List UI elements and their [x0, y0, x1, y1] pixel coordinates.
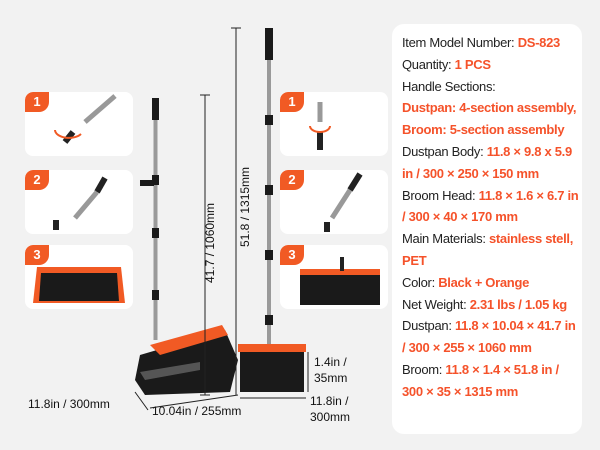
spec-card: Item Model Number: DS-823 Quantity: 1 PCS…: [392, 24, 582, 434]
step-badge: 2: [25, 170, 49, 190]
dimension-lines: [134, 27, 309, 411]
spec-label: Broom:: [402, 361, 446, 377]
step-badge: 2: [280, 170, 304, 190]
spec-label: Item Model Number:: [402, 35, 518, 50]
spec-row: Handle Sections:: [402, 76, 582, 98]
spec-value: 11.8 × 1.4 × 51.8 in / 300 × 35 × 1315 m…: [402, 361, 559, 399]
spec-row: Broom: 11.8 × 1.4 × 51.8 in / 300 × 35 ×…: [402, 359, 582, 403]
spec-value: 1 PCS: [454, 56, 491, 72]
dustpan-step-3: 3: [25, 245, 133, 309]
spec-row: Broom Head: 11.8 × 1.6 × 6.7 in / 300 × …: [402, 185, 582, 229]
broom-height-label: 51.8 / 1315mm: [238, 166, 252, 247]
spec-label: Handle Sections:: [402, 78, 496, 94]
spec-value: Black + Orange: [438, 274, 530, 290]
spec-value: Dustpan: 4-section assembly, Broom: 5-se…: [402, 100, 577, 138]
spec-row: Net Weight: 2.31 lbs / 1.05 kg: [402, 294, 582, 316]
spec-row: Dustpan: 4-section assembly, Broom: 5-se…: [402, 97, 582, 141]
broom-step-3: 3: [280, 245, 388, 309]
dustpan-step-2: 2: [25, 170, 133, 234]
spec-value: 11.8 × 9.8 x 5.9 in / 300 × 250 × 150 mm: [402, 143, 572, 181]
spec-value: stainless stell, PET: [402, 231, 574, 268]
product-illustration: [134, 27, 309, 411]
broom-step-2: 2: [280, 170, 388, 234]
spec-row: Color: Black + Orange: [402, 272, 582, 294]
step-badge: 1: [25, 92, 49, 112]
dustpan-depth-label: 10.04in / 255mm: [152, 404, 242, 418]
spec-label: Main Materials:: [402, 231, 489, 247]
spec-label: Dustpan:: [402, 318, 455, 334]
spec-row: Dustpan Body: 11.8 × 9.8 x 5.9 in / 300 …: [402, 141, 582, 185]
spec-value: DS-823: [517, 35, 561, 50]
broom-product: [238, 28, 306, 392]
broom-thickness-mm: 35mm: [314, 371, 348, 385]
spec-row: Quantity: 1 PCS: [402, 54, 582, 76]
spec-label: Broom Head:: [402, 187, 479, 203]
broom-thickness-label: 1.4in / 35mm: [314, 354, 347, 386]
broom-width-in: 11.8in /: [310, 394, 349, 408]
broom-width-label: 11.8in / 300mm: [310, 393, 350, 425]
broom-width-mm: 300mm: [310, 410, 351, 424]
step-badge: 3: [280, 245, 304, 265]
step-badge: 1: [280, 92, 304, 112]
spec-label: Net Weight:: [402, 296, 470, 312]
spec-row: Item Model Number: DS-823: [402, 32, 582, 54]
dustpan-product: [135, 98, 238, 395]
spec-label: Quantity:: [402, 56, 455, 72]
broom-thickness-in: 1.4in /: [314, 355, 347, 369]
spec-value: 11.8 × 1.6 × 6.7 in / 300 × 40 × 170 mm: [402, 187, 579, 225]
handle-connect-illustration: [54, 94, 117, 144]
step-badge: 3: [25, 245, 49, 265]
dustpan-height-label: 41.7 / 1060mm: [203, 202, 217, 283]
broom-step-1: 1: [280, 92, 388, 156]
spec-row: Main Materials: stainless stell, PET: [402, 228, 582, 272]
broom-head-illustration: [300, 257, 380, 305]
dustpan-illustration: [33, 267, 125, 303]
handle-connect-illustration: [53, 176, 108, 230]
spec-label: Dustpan Body:: [402, 143, 487, 159]
handle-connect-illustration: [324, 172, 363, 232]
spec-value: 11.8 × 10.04 × 41.7 in / 300 × 255 × 106…: [402, 318, 576, 356]
handle-connect-illustration: [309, 102, 331, 150]
spec-label: Color:: [402, 274, 439, 290]
dustpan-width-label: 11.8in / 300mm: [28, 397, 110, 411]
spec-value: 2.31 lbs / 1.05 kg: [469, 296, 568, 312]
dustpan-step-1: 1: [25, 92, 133, 156]
spec-row: Dustpan: 11.8 × 10.04 × 41.7 in / 300 × …: [402, 315, 582, 359]
